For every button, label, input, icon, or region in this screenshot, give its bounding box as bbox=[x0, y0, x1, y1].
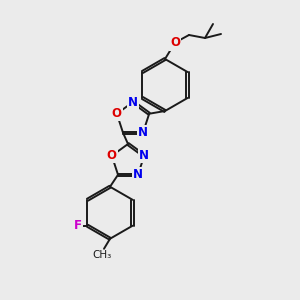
Text: N: N bbox=[138, 126, 148, 139]
Text: N: N bbox=[139, 149, 149, 162]
Text: O: O bbox=[107, 149, 117, 162]
Text: O: O bbox=[170, 37, 180, 50]
Text: CH₃: CH₃ bbox=[92, 250, 112, 260]
Text: O: O bbox=[112, 107, 122, 120]
Text: F: F bbox=[74, 219, 82, 232]
Text: N: N bbox=[133, 168, 143, 181]
Text: N: N bbox=[128, 95, 138, 109]
